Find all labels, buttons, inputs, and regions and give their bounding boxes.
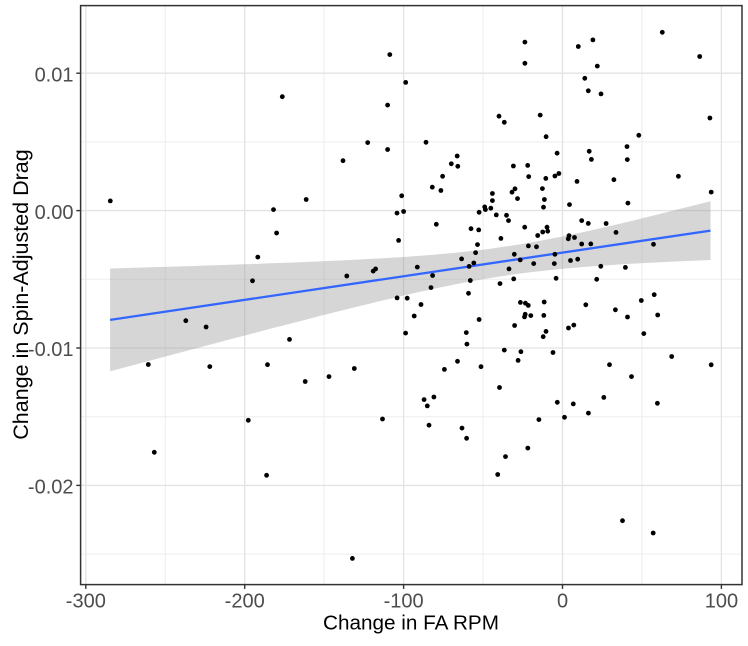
- svg-text:0.01: 0.01: [35, 64, 74, 86]
- svg-text:0.00: 0.00: [35, 202, 74, 224]
- svg-text:Change in FA RPM: Change in FA RPM: [323, 612, 499, 635]
- svg-text:0: 0: [557, 591, 568, 613]
- svg-text:100: 100: [705, 591, 738, 613]
- svg-text:-100: -100: [384, 591, 424, 613]
- svg-text:-200: -200: [225, 591, 265, 613]
- svg-text:-0.02: -0.02: [28, 477, 74, 499]
- svg-text:-300: -300: [66, 591, 106, 613]
- svg-text:-0.01: -0.01: [28, 339, 74, 361]
- svg-text:Change in Spin-Adjusted Drag: Change in Spin-Adjusted Drag: [9, 149, 33, 439]
